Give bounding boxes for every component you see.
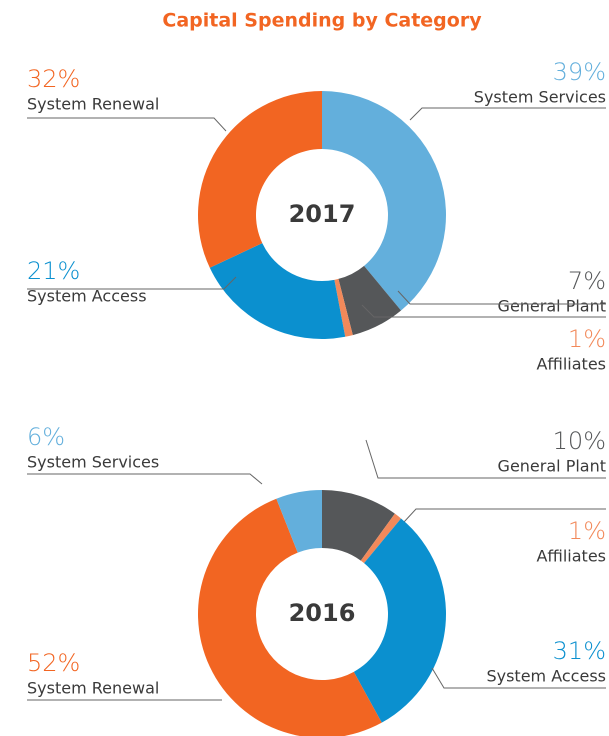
donut-segment — [322, 91, 446, 311]
value-label: 39% — [553, 58, 606, 86]
donut-segment — [197, 498, 382, 736]
leader-line — [431, 667, 606, 689]
chart-title: Capital Spending by Category — [162, 10, 482, 32]
value-label: 7% — [568, 267, 606, 295]
segment-label: General Plant — [498, 297, 606, 316]
value-label: 21% — [27, 257, 80, 285]
leader-line — [365, 439, 606, 479]
donut-segment — [322, 490, 395, 561]
segment-label: Affiliates — [536, 355, 606, 374]
segment-label: System Renewal — [27, 95, 159, 114]
leader-line — [27, 276, 237, 290]
donut-segment — [198, 91, 322, 268]
donut-segment — [209, 243, 346, 339]
leader-line — [27, 473, 263, 485]
value-label: 31% — [553, 637, 606, 665]
value-label: 6% — [27, 423, 65, 451]
segment-label: System Access — [486, 667, 606, 686]
donut-segment — [334, 278, 353, 337]
leader-line — [409, 107, 606, 121]
segment-label: System Services — [27, 453, 159, 472]
segment-label: System Access — [27, 287, 147, 306]
segment-label: System Services — [474, 88, 606, 107]
donut-segment — [360, 513, 402, 564]
center-label: 2016 — [289, 599, 356, 627]
segment-label: General Plant — [498, 457, 606, 476]
leader-line — [361, 304, 606, 318]
donut-segment — [276, 490, 322, 553]
value-label: 32% — [27, 65, 80, 93]
center-label: 2017 — [289, 200, 356, 228]
donut-segment — [353, 518, 447, 723]
value-label: 1% — [568, 517, 606, 545]
leader-line — [397, 290, 606, 305]
donut-segment — [338, 265, 402, 336]
value-label: 52% — [27, 649, 80, 677]
leader-line — [403, 508, 606, 523]
value-label: 1% — [568, 325, 606, 353]
value-label: 10% — [553, 427, 606, 455]
leader-line — [27, 117, 227, 132]
segment-label: Affiliates — [536, 547, 606, 566]
segment-label: System Renewal — [27, 679, 159, 698]
